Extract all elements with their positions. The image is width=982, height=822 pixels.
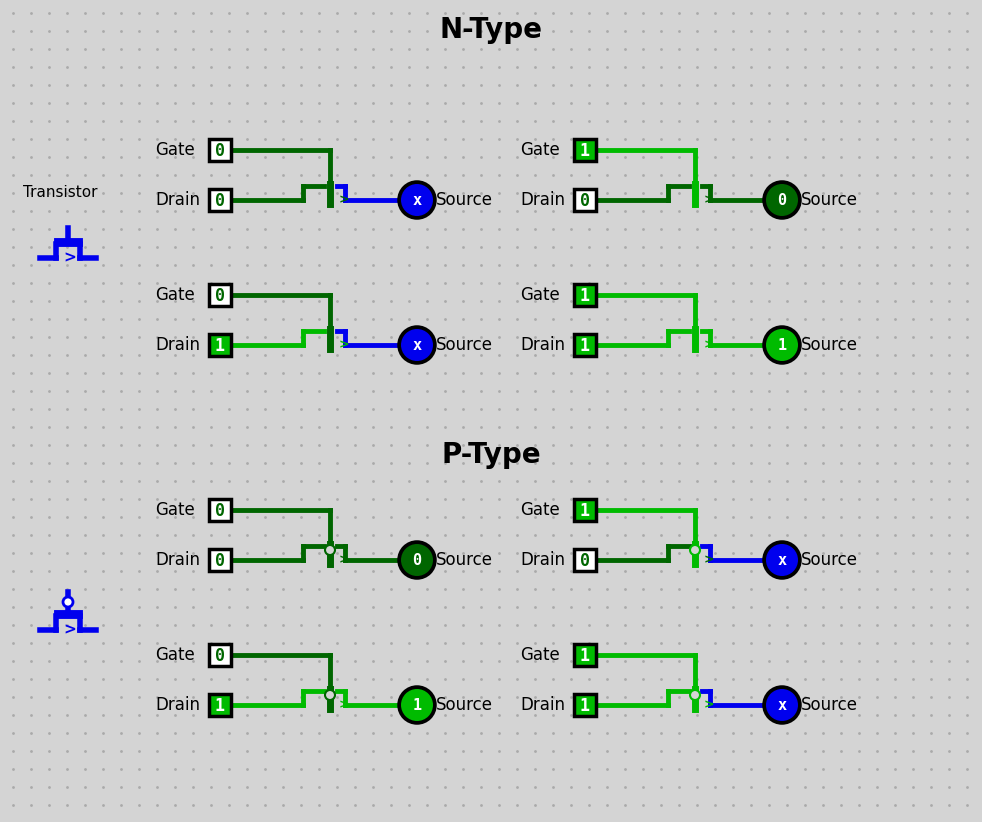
Text: Source: Source <box>436 551 493 569</box>
Text: Gate: Gate <box>520 141 560 159</box>
FancyBboxPatch shape <box>209 139 231 161</box>
Circle shape <box>764 327 800 363</box>
Text: Gate: Gate <box>155 286 194 304</box>
Text: Source: Source <box>801 191 858 209</box>
Text: x: x <box>412 193 421 208</box>
Text: x: x <box>778 698 787 713</box>
Text: 0: 0 <box>215 141 225 159</box>
FancyBboxPatch shape <box>574 139 596 161</box>
Text: 1: 1 <box>580 646 590 664</box>
Circle shape <box>399 687 435 723</box>
Text: Drain: Drain <box>520 191 565 209</box>
FancyBboxPatch shape <box>574 644 596 666</box>
FancyBboxPatch shape <box>574 549 596 571</box>
Circle shape <box>766 184 798 216</box>
Text: 0: 0 <box>778 193 787 208</box>
Circle shape <box>764 542 800 578</box>
FancyBboxPatch shape <box>209 694 231 716</box>
Text: >: > <box>339 553 350 566</box>
Circle shape <box>690 545 700 555</box>
Circle shape <box>766 329 798 361</box>
Text: 0: 0 <box>580 552 590 570</box>
Circle shape <box>764 182 800 218</box>
Text: 0: 0 <box>412 553 421 568</box>
Text: 0: 0 <box>580 192 590 210</box>
Text: Drain: Drain <box>155 191 200 209</box>
Circle shape <box>399 182 435 218</box>
Text: 1: 1 <box>580 336 590 354</box>
Circle shape <box>766 544 798 576</box>
Circle shape <box>401 689 433 721</box>
Text: >: > <box>704 553 714 566</box>
FancyBboxPatch shape <box>209 499 231 521</box>
Text: Source: Source <box>436 696 493 714</box>
Circle shape <box>399 327 435 363</box>
Text: 1: 1 <box>580 287 590 304</box>
FancyBboxPatch shape <box>574 694 596 716</box>
Text: 1: 1 <box>778 338 787 353</box>
Text: 0: 0 <box>215 501 225 520</box>
FancyBboxPatch shape <box>574 334 596 356</box>
Text: Source: Source <box>436 191 493 209</box>
Circle shape <box>766 689 798 721</box>
Text: 1: 1 <box>580 501 590 520</box>
Text: Drain: Drain <box>155 551 200 569</box>
Text: 0: 0 <box>215 287 225 304</box>
Circle shape <box>325 545 335 555</box>
Text: Drain: Drain <box>155 696 200 714</box>
Text: >: > <box>704 193 714 206</box>
Text: Drain: Drain <box>520 551 565 569</box>
Circle shape <box>325 690 335 700</box>
Circle shape <box>401 329 433 361</box>
Text: Source: Source <box>801 696 858 714</box>
Text: x: x <box>412 338 421 353</box>
Text: >: > <box>339 699 350 712</box>
Text: Gate: Gate <box>520 501 560 519</box>
Circle shape <box>690 690 700 700</box>
Circle shape <box>401 544 433 576</box>
Text: >: > <box>339 193 350 206</box>
Text: Gate: Gate <box>155 501 194 519</box>
Circle shape <box>764 687 800 723</box>
Text: Source: Source <box>801 551 858 569</box>
Circle shape <box>401 184 433 216</box>
FancyBboxPatch shape <box>209 549 231 571</box>
Text: >: > <box>64 622 77 638</box>
Text: Source: Source <box>801 336 858 354</box>
Text: Gate: Gate <box>520 286 560 304</box>
Text: Drain: Drain <box>520 336 565 354</box>
Text: 0: 0 <box>215 646 225 664</box>
FancyBboxPatch shape <box>574 284 596 306</box>
FancyBboxPatch shape <box>209 284 231 306</box>
Text: >: > <box>704 699 714 712</box>
Text: Drain: Drain <box>520 696 565 714</box>
Circle shape <box>399 542 435 578</box>
Text: >: > <box>64 251 77 266</box>
Text: Gate: Gate <box>155 141 194 159</box>
Text: P-Type: P-Type <box>441 441 541 469</box>
Text: 1: 1 <box>580 141 590 159</box>
Text: N-Type: N-Type <box>440 16 542 44</box>
Text: Source: Source <box>436 336 493 354</box>
Text: >: > <box>339 339 350 352</box>
Text: 0: 0 <box>215 552 225 570</box>
Text: 0: 0 <box>215 192 225 210</box>
Text: 1: 1 <box>215 696 225 714</box>
Text: 1: 1 <box>215 336 225 354</box>
Text: Transistor: Transistor <box>23 184 97 200</box>
Text: Gate: Gate <box>155 646 194 664</box>
Text: 1: 1 <box>580 696 590 714</box>
Text: Gate: Gate <box>520 646 560 664</box>
FancyBboxPatch shape <box>574 499 596 521</box>
FancyBboxPatch shape <box>209 189 231 211</box>
Text: 1: 1 <box>412 698 421 713</box>
Text: Drain: Drain <box>155 336 200 354</box>
Text: >: > <box>704 339 714 352</box>
Text: x: x <box>778 553 787 568</box>
FancyBboxPatch shape <box>574 189 596 211</box>
Circle shape <box>63 597 73 607</box>
FancyBboxPatch shape <box>209 644 231 666</box>
FancyBboxPatch shape <box>209 334 231 356</box>
